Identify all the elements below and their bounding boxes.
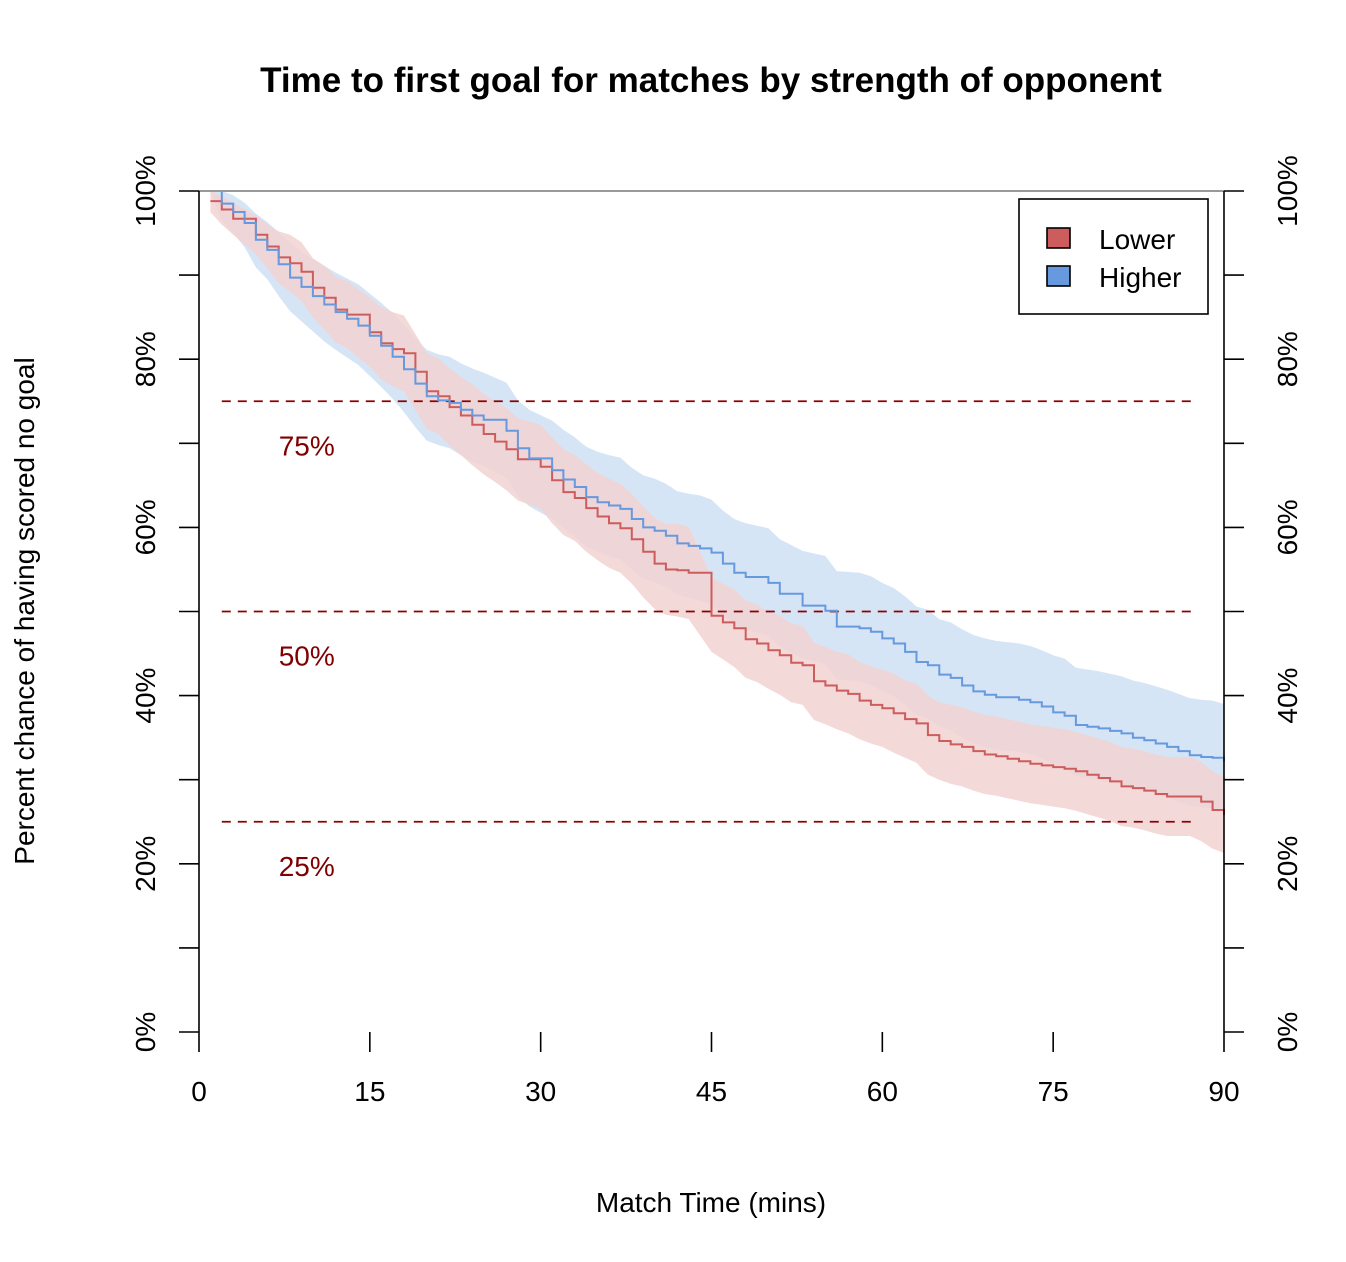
legend: Lower Higher [1018,198,1209,315]
y-tick-label: 0% [1272,1012,1303,1052]
reference-line-label: 50% [279,641,335,672]
y-tick-label: 60% [130,499,161,555]
x-tick-label: 45 [696,1076,727,1107]
x-tick-label: 0 [191,1076,207,1107]
y-tick-label: 100% [130,155,161,227]
y-tick-label: 40% [130,668,161,724]
x-tick-label: 90 [1208,1076,1239,1107]
y-tick-label: 40% [1272,668,1303,724]
x-tick-label: 15 [354,1076,385,1107]
y-tick-label: 20% [1272,836,1303,892]
x-tick-label: 75 [1038,1076,1069,1107]
y-tick-label: 80% [1272,331,1303,387]
legend-label-higher: Higher [1099,262,1181,293]
y-axis-label: Percent chance of having scored no goal [9,357,40,864]
x-tick-label: 30 [525,1076,556,1107]
chart-title: Time to first goal for matches by streng… [260,61,1162,100]
y-tick-label: 80% [130,331,161,387]
x-axis-label: Match Time (mins) [596,1187,826,1218]
legend-box [1018,198,1209,315]
x-axis: 0 15 30 45 60 75 90 [191,1032,1240,1107]
reference-lines: 75% 50% 25% [221,400,1194,882]
y-tick-label: 0% [130,1012,161,1052]
x-tick-label: 60 [867,1076,898,1107]
y-axis-left: 0% 20% 40% 60% 80% 100% [130,155,199,1052]
reference-line-label: 75% [279,430,335,461]
y-axis-right: 0% 20% 40% 60% 80% 100% [1224,155,1303,1052]
legend-swatch-lower [1046,227,1071,249]
legend-label-lower: Lower [1099,224,1175,255]
reference-line-label: 25% [279,851,335,882]
band-higher [210,191,1224,812]
series-line-higher [210,190,1225,762]
series-lines [210,190,1225,815]
legend-swatch-higher [1046,265,1071,287]
y-tick-label: 60% [1272,499,1303,555]
y-tick-label: 20% [130,836,161,892]
y-tick-label: 100% [1272,155,1303,227]
